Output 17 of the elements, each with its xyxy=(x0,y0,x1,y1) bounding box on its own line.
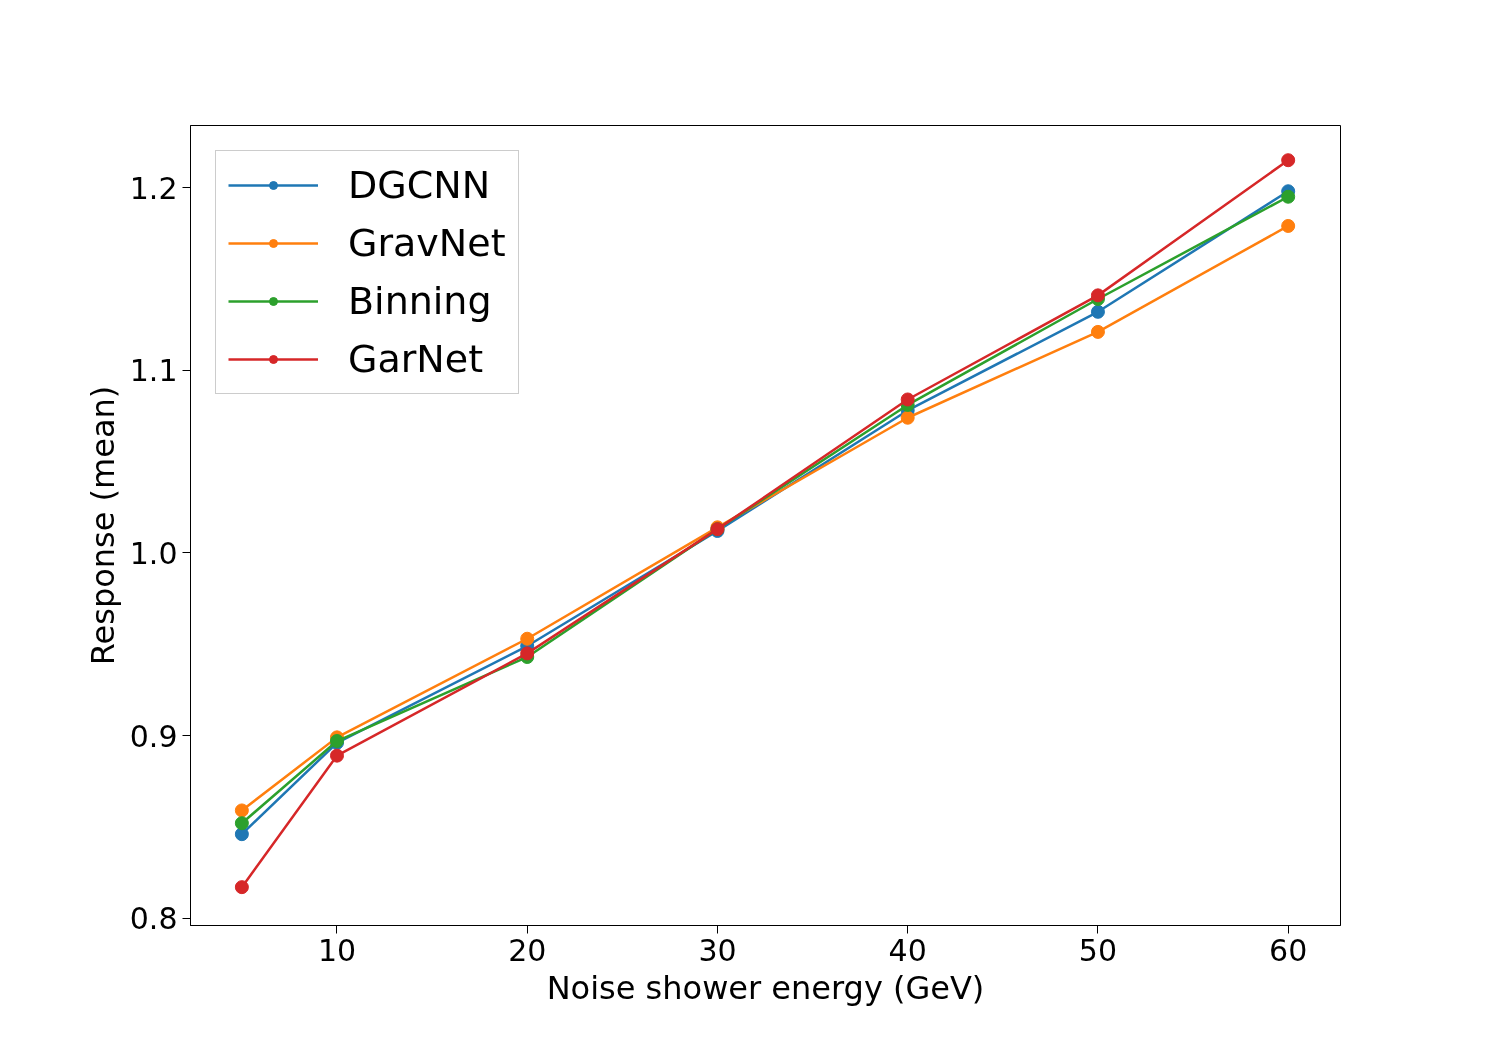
x-tick-label: 10 xyxy=(317,932,357,968)
legend-label: GravNet xyxy=(348,221,506,265)
y-axis-title: Response (mean) xyxy=(83,385,122,666)
x-tick-label: 20 xyxy=(508,932,547,968)
y-tick-label: 0.9 xyxy=(129,718,178,754)
legend-label: GarNet xyxy=(348,337,484,381)
x-tick-label: 60 xyxy=(1269,932,1308,968)
x-tick-label: 40 xyxy=(888,932,927,968)
y-tick-label: 1.1 xyxy=(129,353,178,389)
legend-label: DGCNN xyxy=(348,163,491,207)
y-tick-label: 0.8 xyxy=(129,901,178,937)
x-tick-label: 50 xyxy=(1078,932,1118,968)
x-axis-title: Noise shower energy (GeV) xyxy=(546,968,985,1007)
legend-label: Binning xyxy=(348,279,492,323)
x-tick-label: 30 xyxy=(698,932,737,968)
y-tick-label: 1.2 xyxy=(129,170,178,206)
y-tick-label: 1.0 xyxy=(129,535,178,571)
